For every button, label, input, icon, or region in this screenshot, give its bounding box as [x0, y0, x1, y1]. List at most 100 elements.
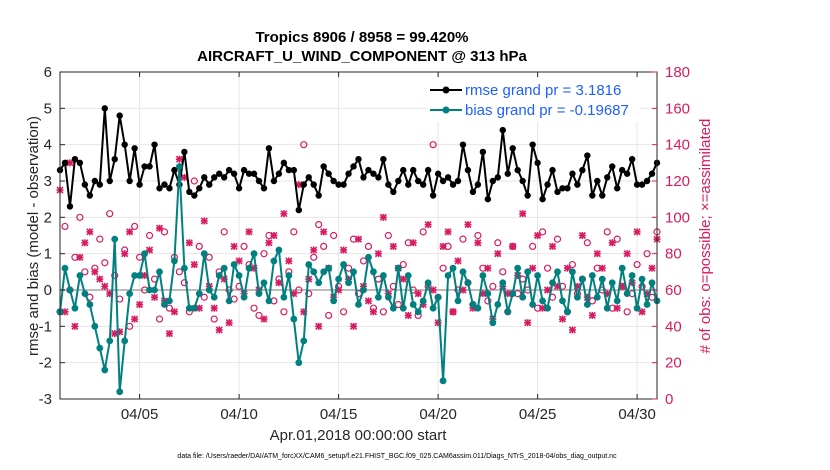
- series-1-point: [101, 366, 109, 374]
- obs-possible-point: [583, 239, 591, 247]
- series-0-point: [494, 174, 501, 181]
- series-1-point: [111, 235, 119, 243]
- obs-possible-point: [111, 271, 119, 280]
- obs-possible-point: [200, 293, 208, 301]
- obs-possible-point: [250, 304, 258, 312]
- obs-assimilated-point: [613, 304, 621, 312]
- series-0-point: [365, 166, 372, 174]
- series-0-point: [534, 159, 541, 167]
- series-0-point: [315, 192, 322, 199]
- data-file-footnote: data file: /Users/raeder/DAI/ATM_forcXX/…: [177, 453, 617, 460]
- series-1-point: [409, 301, 417, 308]
- obs-assimilated-point: [509, 242, 517, 250]
- series-0-point: [285, 166, 293, 174]
- series-0-point: [196, 185, 203, 192]
- y-tick-label-5: 2: [44, 209, 52, 226]
- series-0-point: [623, 170, 631, 177]
- series-0-point: [355, 156, 362, 163]
- obs-possible-point: [643, 250, 651, 258]
- series-1-point: [559, 297, 566, 305]
- series-1-point: [200, 250, 208, 258]
- obs-possible-point: [165, 304, 174, 312]
- series-1-point: [514, 264, 522, 272]
- legend-label-rmse: rmse grand pr = 3.1816: [465, 82, 621, 99]
- y2-tick-label-4: 80: [665, 246, 682, 263]
- series-0-point: [186, 188, 193, 196]
- series-0-point: [628, 156, 636, 163]
- axes-frame: [59, 71, 658, 400]
- obs-possible-point: [325, 311, 333, 320]
- series-1-point: [66, 286, 74, 294]
- series-1-point: [81, 290, 89, 298]
- y-tick-label-4: 1: [44, 246, 52, 263]
- series-0-point: [559, 185, 566, 192]
- series-1-point: [280, 293, 288, 301]
- y-tick-label-9: 6: [44, 64, 52, 81]
- series-1-point: [146, 286, 153, 294]
- series-0-point: [484, 195, 492, 203]
- obs-possible-point: [429, 141, 437, 149]
- series-1-point: [245, 264, 253, 272]
- series-1-point: [141, 250, 148, 258]
- series-1-point: [360, 286, 367, 294]
- x-tick-label-4: 04/25: [519, 406, 557, 423]
- obs-possible-point: [300, 141, 308, 149]
- series-1-point: [593, 293, 601, 301]
- obs-possible-point: [394, 300, 402, 309]
- obs-possible-point: [538, 228, 547, 236]
- obs-possible-point: [499, 268, 507, 276]
- y2-tick-label-7: 140: [665, 137, 690, 154]
- series-1-point: [121, 337, 129, 345]
- series-0-point: [509, 145, 516, 152]
- obs-possible-point: [96, 235, 104, 243]
- series-1-point: [215, 272, 223, 279]
- obs-possible-point: [305, 290, 313, 298]
- y-tick-label-3: 0: [44, 282, 52, 299]
- obs-assimilated-point: [598, 264, 606, 272]
- series-0-point: [584, 152, 591, 159]
- series-1-point: [106, 337, 114, 345]
- obs-possible-point: [315, 221, 323, 229]
- series-0-point: [469, 188, 477, 196]
- obs-possible-point: [399, 260, 407, 269]
- series-0-point: [454, 177, 462, 185]
- series-1-point: [96, 344, 104, 352]
- series-1-point: [379, 272, 387, 279]
- obs-possible-point: [295, 286, 303, 294]
- y2-tick-label-3: 60: [665, 282, 682, 299]
- series-1-point: [270, 257, 278, 265]
- series-0-point: [330, 177, 337, 185]
- obs-possible-point: [190, 177, 198, 185]
- series-0-point: [390, 188, 397, 196]
- series-1-point: [504, 308, 512, 316]
- series-0-point: [360, 174, 367, 181]
- series-0-point: [66, 203, 74, 210]
- series-0-point: [459, 141, 467, 148]
- series-0-point: [146, 163, 153, 170]
- obs-assimilated-point: [215, 326, 223, 334]
- series-0-point: [81, 181, 89, 188]
- legend: rmse grand pr = 3.1816 bias grand pr = -…: [427, 78, 639, 122]
- series-1-point: [603, 304, 611, 312]
- obs-assimilated-point: [340, 246, 348, 254]
- obs-assimilated-point: [185, 239, 193, 247]
- series-0-point: [375, 174, 382, 181]
- obs-possible-point: [205, 253, 213, 261]
- obs-assimilated-point: [454, 257, 462, 265]
- series-1-point: [240, 293, 248, 301]
- series-1-point: [439, 377, 447, 385]
- series-1-point: [549, 279, 556, 287]
- obs-assimilated-point: [389, 242, 397, 250]
- series-0-point: [245, 170, 253, 177]
- chart-title-line1: Tropics 8906 / 8958 = 99.420%: [255, 29, 468, 46]
- series-0-point: [415, 177, 422, 185]
- obs-possible-point: [61, 222, 69, 231]
- series-0-point: [171, 166, 178, 174]
- series-1-point: [524, 268, 532, 276]
- obs-assimilated-point: [543, 286, 552, 294]
- series-1-point: [474, 304, 482, 312]
- series-0-point: [201, 174, 208, 181]
- series-1-point: [310, 268, 318, 276]
- series-0-point: [569, 170, 576, 177]
- obs-possible-point: [543, 264, 552, 272]
